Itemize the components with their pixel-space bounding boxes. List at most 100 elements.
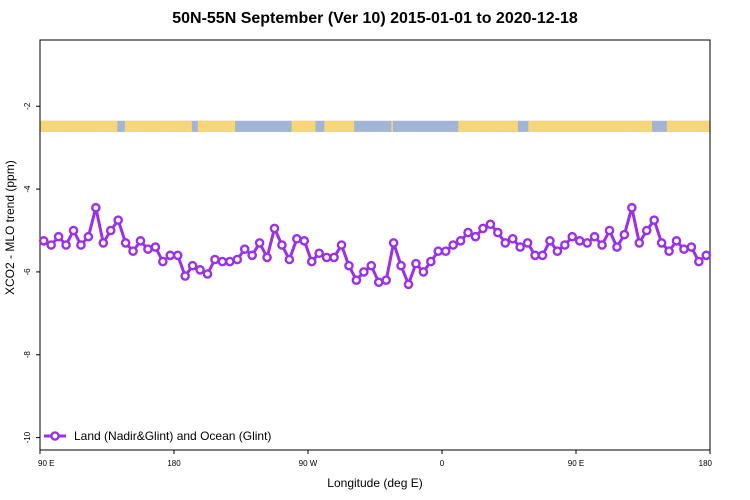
data-point: [113, 215, 123, 225]
data-point: [500, 238, 511, 248]
data-point: [463, 227, 473, 238]
plot-frame: [39, 39, 711, 451]
data-point: [515, 242, 525, 252]
data-point: [493, 227, 503, 238]
data-point: [128, 246, 138, 257]
land-segment: [458, 120, 518, 132]
data-point: [612, 242, 622, 252]
data-point: [411, 258, 421, 269]
land-segment: [324, 120, 355, 132]
data-point: [98, 238, 109, 248]
ocean-band: [40, 120, 710, 132]
x-tick-label: 0: [440, 459, 445, 468]
chart-title: 50N-55N September (Ver 10) 2015-01-01 to…: [172, 10, 578, 27]
data-point: [470, 231, 481, 242]
data-point: [336, 240, 347, 250]
data-point: [210, 254, 220, 265]
data-point: [574, 236, 585, 246]
data-point: [277, 240, 287, 250]
data-point: [68, 225, 79, 236]
data-point: [597, 240, 607, 250]
data-point: [314, 248, 324, 259]
data-point: [478, 223, 488, 234]
data-point: [61, 240, 71, 250]
data-point: [321, 252, 332, 263]
data-point: [239, 244, 250, 254]
data-point: [269, 223, 280, 234]
data-point: [671, 236, 682, 246]
data-point: [195, 265, 205, 275]
land-segment: [124, 120, 192, 132]
data-point: [105, 225, 116, 236]
data-point: [225, 256, 235, 267]
y-tick-label: -10: [23, 431, 32, 443]
data-point: [604, 225, 615, 236]
data-point: [83, 231, 94, 242]
data-point: [143, 244, 153, 254]
data-point: [38, 236, 49, 246]
land-ocean-band: [40, 120, 710, 132]
x-tick-label: 90 W: [299, 459, 318, 468]
data-point: [522, 238, 533, 248]
data-point: [187, 260, 198, 271]
x-tick-label: 90 E: [568, 459, 584, 468]
data-point: [537, 250, 548, 261]
data-point: [329, 252, 339, 263]
land-segment: [291, 120, 316, 132]
data-point: [485, 219, 496, 230]
land-segment: [197, 120, 236, 132]
data-point: [649, 215, 659, 225]
data-point: [172, 250, 183, 261]
x-tick-label: 180: [167, 459, 181, 468]
data-point: [76, 240, 86, 250]
data-point: [165, 250, 176, 261]
data-point: [292, 233, 302, 244]
data-point: [507, 233, 518, 244]
data-point: [582, 238, 592, 248]
data-point: [232, 254, 243, 265]
x-tick-label: 90 E: [38, 459, 54, 468]
data-point: [366, 260, 377, 271]
data-point: [46, 240, 56, 250]
data-point: [701, 250, 712, 261]
data-point: [217, 256, 228, 267]
land-segment: [528, 120, 652, 132]
data-point: [694, 256, 704, 267]
land-segment: [40, 120, 118, 132]
data-point: [440, 246, 451, 257]
data-point: [426, 256, 436, 267]
data-point: [351, 275, 362, 286]
data-point: [262, 252, 272, 263]
data-point: [344, 260, 354, 271]
land-segment: [666, 120, 710, 132]
data-point: [403, 279, 414, 290]
data-point: [120, 238, 131, 248]
data-point: [306, 256, 317, 267]
data-point: [359, 267, 369, 277]
data-point: [552, 246, 563, 257]
data-point: [150, 242, 161, 252]
data-point: [381, 275, 391, 286]
data-point: [433, 246, 444, 257]
data-point: [135, 236, 146, 246]
legend: Land (Nadir&Glint) and Ocean (Glint): [44, 429, 271, 443]
data-point: [627, 202, 637, 213]
y-tick-label: -6: [23, 268, 32, 276]
legend-label: Land (Nadir&Glint) and Ocean (Glint): [74, 429, 271, 443]
data-point: [634, 238, 645, 248]
data-point: [448, 240, 458, 250]
x-tick-label: 180: [699, 459, 713, 468]
data-point: [396, 260, 406, 271]
data-point: [254, 238, 265, 248]
y-tick-label: -8: [23, 351, 32, 359]
data-point: [202, 269, 213, 279]
land-segment: [391, 120, 393, 132]
data-point: [455, 236, 466, 246]
data-point: [284, 254, 295, 265]
data-point: [91, 202, 101, 213]
data-point: [373, 277, 384, 288]
axes: 90 E 180 90 W 0 90 E 180 -2 -4 -6 -8 -10: [23, 102, 712, 468]
y-tick-label: -2: [23, 102, 32, 110]
data-point: [388, 238, 399, 248]
